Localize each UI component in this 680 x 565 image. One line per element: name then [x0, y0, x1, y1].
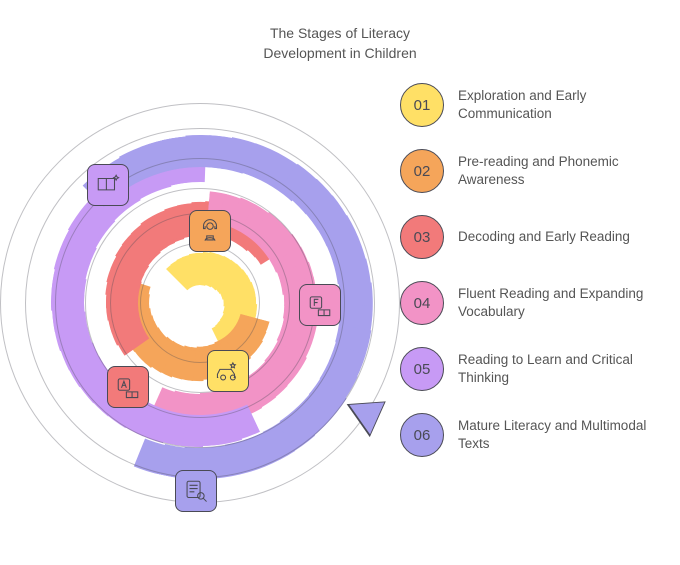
stage-label: Pre-reading and Phonemic Awareness	[458, 153, 658, 189]
stage-label: Mature Literacy and Multimodal Texts	[458, 417, 658, 453]
stage-label: Decoding and Early Reading	[458, 228, 630, 246]
stage-label: Reading to Learn and Critical Thinking	[458, 351, 658, 387]
legend-row: 06 Mature Literacy and Multimodal Texts	[400, 413, 660, 457]
doc-lens-icon	[175, 470, 217, 512]
legend-row: 05 Reading to Learn and Critical Thinking	[400, 347, 660, 391]
title-line-2: Development in Children	[263, 45, 416, 61]
title-line-1: The Stages of Literacy	[270, 25, 410, 41]
stage-number-badge: 01	[400, 83, 444, 127]
legend-row: 04 Fluent Reading and Expanding Vocabular…	[400, 281, 660, 325]
main-layout: 01 Exploration and Early Communication 02 P…	[0, 73, 680, 565]
car-star-icon	[207, 350, 249, 392]
legend: 01 Exploration and Early Communication 02 P…	[400, 73, 680, 565]
legend-row: 03 Decoding and Early Reading	[400, 215, 660, 259]
stage-label: Exploration and Early Communication	[458, 87, 658, 123]
spiral-diagram	[0, 73, 400, 565]
book-sparkle-icon	[87, 164, 129, 206]
stage-label: Fluent Reading and Expanding Vocabulary	[458, 285, 658, 321]
page-title: The Stages of Literacy Development in Ch…	[0, 0, 680, 63]
letter-f-book-icon	[299, 284, 341, 326]
stage-number-badge: 05	[400, 347, 444, 391]
stage-number-badge: 06	[400, 413, 444, 457]
letter-a-book-icon	[107, 366, 149, 408]
stage-number-badge: 04	[400, 281, 444, 325]
stage-number-badge: 02	[400, 149, 444, 193]
legend-row: 01 Exploration and Early Communication	[400, 83, 660, 127]
stage-number-badge: 03	[400, 215, 444, 259]
legend-row: 02 Pre-reading and Phonemic Awareness	[400, 149, 660, 193]
headphone-reader-icon	[189, 210, 231, 252]
